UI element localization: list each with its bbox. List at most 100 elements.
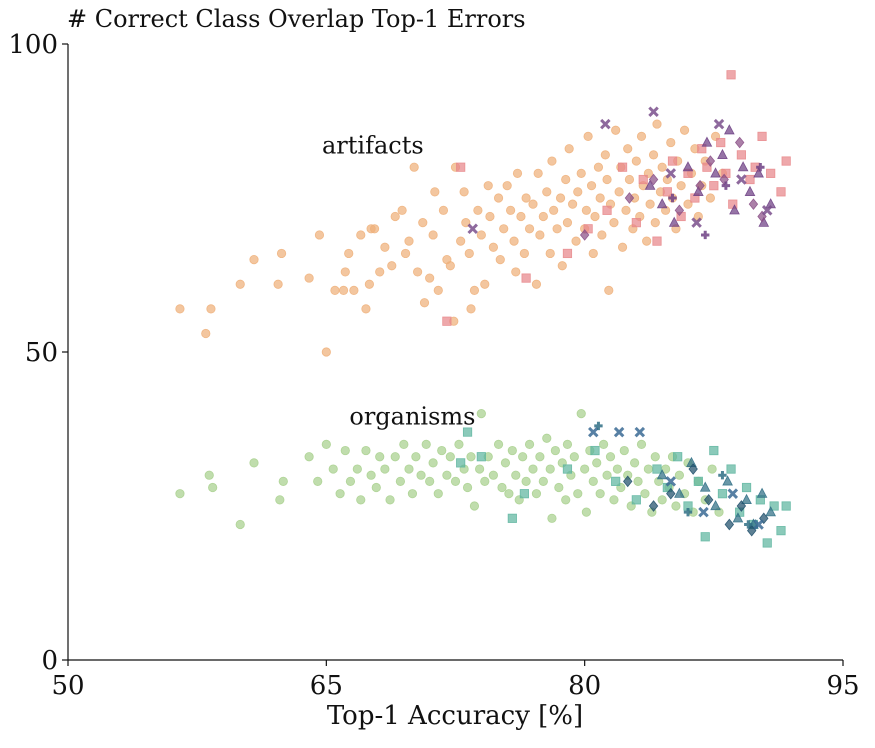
organisms-circle-point: [345, 476, 356, 486]
organisms-circle-point: [275, 495, 285, 505]
organisms-circle-point: [595, 489, 605, 499]
organisms-square-point: [456, 458, 466, 468]
organisms-circle-point: [542, 433, 552, 443]
artifacts-circle-point: [557, 261, 567, 271]
artifacts-circle-point: [469, 285, 480, 295]
points-layer: [175, 70, 791, 548]
artifacts-circle-point: [461, 218, 471, 228]
artifacts-circle-point: [340, 267, 350, 277]
artifacts-circle-point: [314, 230, 325, 240]
artifacts-cross-point: [736, 174, 747, 185]
artifacts-circle-point: [418, 218, 428, 228]
organisms-circle-point: [404, 464, 414, 474]
artifacts-plus-point: [701, 230, 710, 240]
organisms-triangle-point: [656, 469, 668, 480]
artifacts-circle-point: [679, 125, 690, 135]
organisms-circle-point: [425, 476, 435, 486]
organisms-circle-point: [630, 458, 640, 468]
artifacts-square-point: [757, 131, 767, 141]
organisms-circle-point: [612, 464, 622, 474]
artifacts-diamond-point: [734, 136, 745, 149]
artifacts-triangle-point: [737, 161, 749, 172]
organisms-circle-point: [545, 464, 555, 474]
organisms-square-point: [769, 501, 779, 511]
organisms-circle-point: [573, 489, 583, 499]
artifacts-circle-point: [650, 218, 660, 228]
artifacts-square-point: [736, 150, 746, 160]
artifacts-plus-point: [721, 181, 731, 190]
organisms-circle-point: [328, 464, 338, 474]
artifacts-circle-point: [473, 205, 483, 215]
organisms-circle-point: [421, 439, 431, 449]
organisms-circle-point: [480, 476, 490, 486]
artifacts-triangle-point: [758, 216, 770, 227]
artifacts-circle-point: [438, 205, 449, 215]
artifacts-circle-point: [445, 261, 455, 271]
organisms-cross-point: [588, 426, 599, 438]
artifacts-square-point: [745, 174, 755, 185]
organisms-cross-point: [698, 506, 709, 518]
artifacts-circle-point: [597, 230, 607, 240]
organisms-cross-point: [613, 426, 625, 438]
artifacts-circle-point: [562, 218, 573, 228]
organisms-circle-point: [507, 445, 517, 456]
artifacts-circle-point: [533, 168, 543, 178]
organisms-plus-point: [718, 471, 727, 480]
artifacts-triangle-point: [717, 148, 728, 159]
organisms-circle-point: [504, 489, 514, 499]
artifacts-circle-point: [509, 236, 519, 246]
artifacts-circle-point: [617, 242, 628, 252]
organisms-circle-point: [380, 464, 390, 474]
artifacts-circle-point: [338, 285, 349, 295]
artifacts-circle-point: [542, 187, 552, 197]
artifacts-circle-point: [404, 236, 414, 246]
organisms-circle-point: [437, 445, 447, 456]
artifacts-circle-point: [535, 230, 545, 240]
artifacts-circle-point: [524, 224, 535, 234]
artifacts-circle-point: [666, 137, 676, 148]
artifacts-circle-point: [614, 187, 624, 197]
artifacts-circle-point: [400, 248, 411, 259]
x-tick-label: 95: [826, 671, 859, 701]
organisms-square-point: [462, 427, 473, 437]
y-tick-label: 0: [41, 646, 58, 676]
artifacts-circle-point: [512, 168, 523, 178]
organisms-circle-point: [561, 495, 571, 505]
artifacts-circle-point: [676, 181, 686, 191]
artifacts-plus-point: [756, 163, 765, 172]
organisms-circle-point: [340, 445, 350, 456]
organisms-circle-point: [493, 439, 504, 449]
artifacts-circle-point: [430, 187, 440, 197]
organisms-square-point: [762, 538, 772, 548]
organisms-cross-point: [634, 426, 646, 438]
organisms-circle-point: [385, 495, 395, 505]
organisms-square-point: [781, 501, 791, 511]
artifacts-circle-point: [521, 193, 531, 203]
organisms-triangle-point: [722, 475, 733, 486]
organisms-square-point: [673, 452, 683, 462]
artifacts-triangle-point: [710, 167, 721, 178]
artifacts-square-point: [442, 316, 452, 326]
organisms-circle-point: [518, 452, 528, 462]
artifacts-square-point: [716, 137, 726, 148]
artifacts-circle-point: [568, 199, 578, 209]
x-axis-label: Top-1 Accuracy [%]: [327, 701, 583, 731]
organisms-square-point: [611, 476, 621, 486]
artifacts-square-point: [781, 156, 791, 166]
artifacts-circle-point: [349, 285, 359, 295]
artifacts-circle-point: [593, 162, 604, 172]
artifacts-circle-point: [499, 224, 509, 234]
artifacts-cross-point: [713, 118, 725, 130]
organisms-circle-point: [531, 489, 542, 499]
organisms-square-point: [741, 482, 752, 493]
organisms-circle-point: [175, 489, 185, 499]
artifacts-circle-point: [502, 181, 512, 191]
organisms-circle-point: [395, 476, 405, 486]
organisms-triangle-point: [732, 512, 744, 523]
organisms-circle-point: [674, 470, 684, 480]
x-tick-label: 50: [51, 671, 84, 701]
artifacts-circle-point: [583, 131, 593, 141]
artifacts-circle-point: [600, 150, 610, 160]
organisms-plus-point: [594, 421, 603, 431]
artifacts-circle-point: [636, 131, 647, 141]
